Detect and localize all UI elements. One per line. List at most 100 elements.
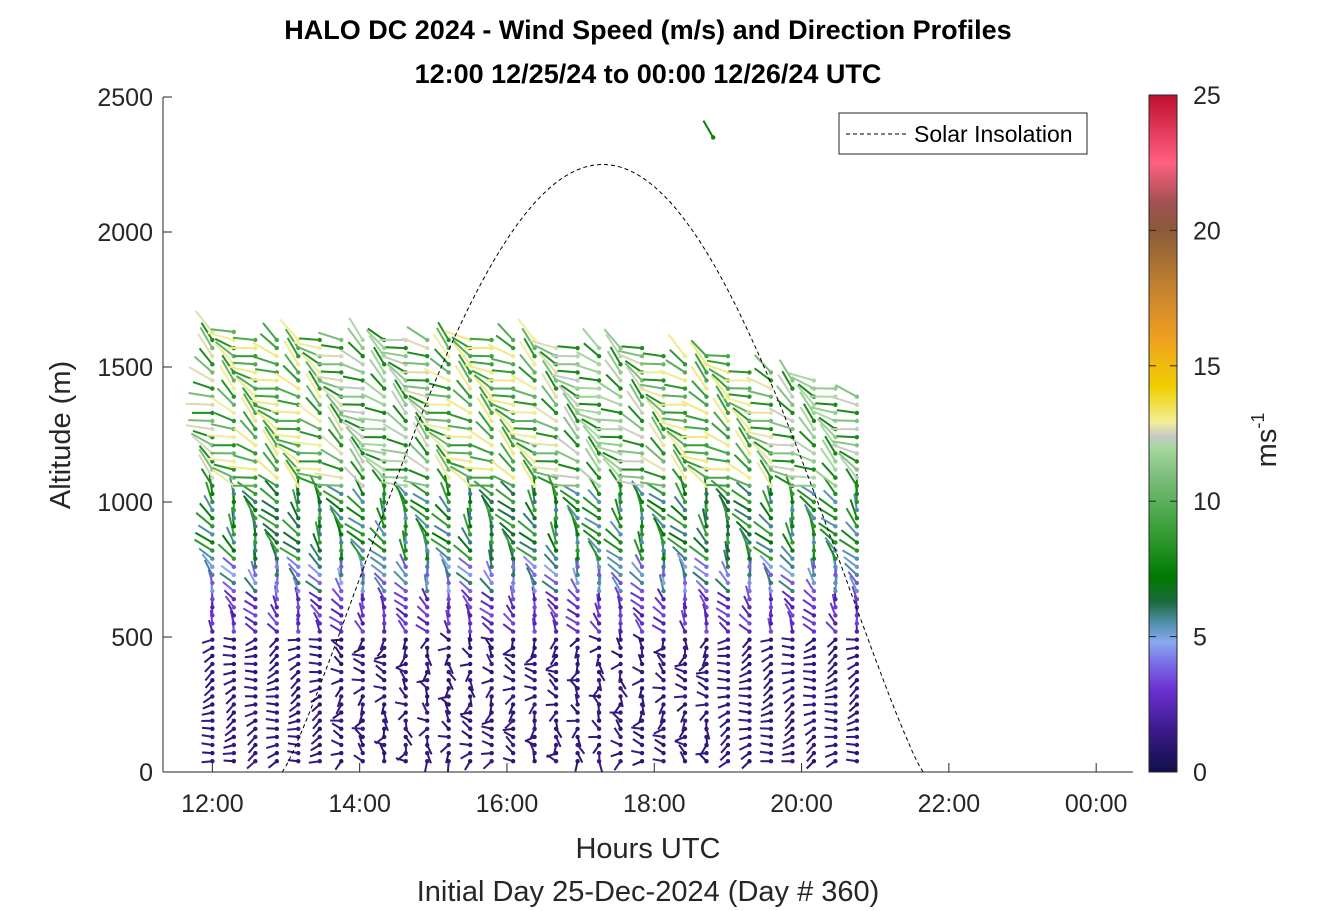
wind-barb — [329, 507, 343, 527]
wind-barb-dot — [833, 491, 838, 497]
wind-barb-dot — [360, 370, 365, 375]
wind-barb — [381, 351, 406, 358]
wind-barb-dot — [747, 556, 752, 561]
wind-barb — [190, 432, 213, 447]
wind-barb — [790, 451, 815, 463]
wind-barb — [606, 350, 622, 373]
wind-barb-dot — [253, 556, 258, 561]
wind-barb — [220, 379, 235, 398]
wind-barb-dot — [532, 516, 537, 521]
wind-barb-dot — [510, 491, 516, 497]
wind-barb — [521, 327, 536, 349]
wind-barb — [671, 468, 686, 487]
wind-barb — [758, 513, 772, 528]
wind-barb — [270, 433, 299, 439]
wind-barb-dot — [424, 426, 430, 432]
wind-barb-dot — [811, 605, 817, 610]
wind-barb-dot — [231, 661, 237, 667]
wind-barb — [399, 553, 407, 568]
wind-barb — [279, 318, 300, 341]
wind-barb-dot — [575, 637, 580, 642]
wind-barb — [322, 489, 342, 503]
wind-barb-dot — [382, 443, 387, 448]
wind-barb-dot — [532, 499, 537, 505]
wind-barb — [435, 448, 450, 471]
wind-barb-dot — [210, 483, 215, 488]
wind-barb-dot — [467, 394, 473, 399]
wind-barb — [522, 512, 536, 527]
wind-barb-dot — [296, 540, 301, 545]
wind-barb-dot — [639, 678, 645, 683]
wind-barb — [469, 360, 492, 366]
wind-barb-dot — [446, 645, 451, 650]
wind-barb-dot — [575, 418, 580, 424]
wind-barb — [518, 531, 536, 544]
wind-barb-dot — [575, 629, 580, 634]
wind-barb-dot — [360, 588, 365, 594]
wind-barb-dot — [231, 491, 237, 497]
wind-barb-dot — [682, 418, 688, 424]
wind-barb — [688, 545, 708, 560]
wind-barb-dot — [446, 637, 451, 642]
wind-barb — [659, 369, 686, 382]
wind-barb-dot — [768, 402, 774, 407]
wind-barb-dot — [339, 540, 344, 545]
wind-barb-dot — [317, 345, 322, 351]
wind-barb-dot — [339, 661, 344, 667]
wind-barb-dot — [639, 759, 645, 764]
wind-barb-dot — [596, 354, 602, 359]
wind-barb-dot — [596, 524, 602, 529]
wind-barb — [193, 355, 214, 374]
wind-barb — [286, 511, 300, 527]
wind-barb — [498, 429, 514, 454]
wind-barb-dot — [725, 516, 731, 521]
wind-barb-dot — [618, 726, 623, 731]
wind-barb-dot — [274, 710, 280, 715]
wind-barb-dot — [575, 564, 580, 569]
wind-barb-dot — [661, 426, 666, 432]
wind-barb-dot — [768, 426, 774, 432]
wind-barb-dot — [532, 354, 537, 359]
wind-barb — [403, 361, 428, 366]
wind-barb-dot — [811, 588, 817, 594]
wind-barb — [375, 507, 386, 527]
wind-barb-dot — [833, 540, 838, 545]
wind-barb — [380, 448, 406, 455]
wind-barb — [298, 417, 321, 430]
wind-barb-dot — [661, 572, 666, 578]
wind-barb — [455, 571, 471, 584]
wind-barb-dot — [553, 386, 559, 391]
wind-barb — [667, 537, 686, 552]
wind-barb — [845, 468, 858, 487]
wind-barb-dot — [489, 637, 494, 642]
wind-barb — [435, 546, 450, 560]
wind-barb-dot — [768, 572, 774, 578]
wind-barb-dot — [403, 734, 408, 740]
wind-barb — [626, 390, 643, 414]
wind-barb-dot — [790, 734, 795, 740]
wind-barb-dot — [253, 605, 258, 610]
wind-barb-dot — [210, 621, 215, 626]
wind-barb-dot — [639, 629, 645, 634]
wind-barb-dot — [811, 418, 817, 424]
wind-barb-dot — [618, 532, 623, 537]
wind-barb-dot — [403, 410, 408, 416]
wind-barb-dot — [833, 483, 838, 488]
wind-barb-dot — [618, 605, 623, 610]
wind-barb — [669, 348, 686, 366]
wind-barb-dot — [682, 556, 688, 561]
wind-barb-dot — [339, 459, 344, 464]
wind-barb-dot — [467, 653, 473, 659]
wind-barb — [362, 454, 385, 471]
wind-barb — [242, 393, 257, 414]
wind-barb-dot — [510, 483, 516, 488]
wind-barb — [763, 566, 772, 584]
wind-barb-dot — [489, 443, 494, 448]
wind-barb — [477, 411, 493, 430]
wind-barb — [235, 443, 256, 455]
wind-barb-dot — [424, 410, 430, 416]
wind-barb-dot — [382, 605, 387, 610]
wind-barb-dot — [382, 548, 387, 553]
wind-barb — [676, 552, 686, 568]
wind-barb — [317, 483, 342, 487]
